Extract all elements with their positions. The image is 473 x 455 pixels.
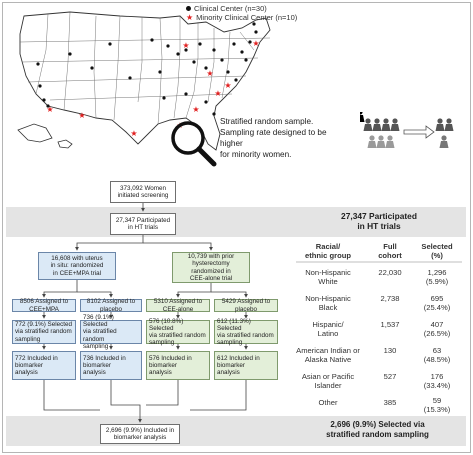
participated-box: 27,347 Participated in HT trials — [110, 213, 176, 235]
svg-text:★: ★ — [192, 105, 199, 114]
clinical-center-markers — [36, 22, 258, 116]
row-group: Other — [318, 398, 338, 407]
row-full: 527 — [383, 372, 397, 381]
row-selected: 1,296 (5.9%) — [425, 268, 449, 286]
row-selected: 59 (15.3%) — [423, 396, 451, 414]
svg-text:★: ★ — [224, 81, 231, 90]
svg-text:★: ★ — [130, 129, 137, 138]
svg-text:★: ★ — [182, 41, 189, 50]
row-selected: 695 (25.4%) — [423, 294, 451, 312]
selected-1-box: 772 (9.1%) Selected via stratified random… — [12, 320, 76, 344]
biomarker-4-box: 612 Included in biomarker analysis — [214, 351, 278, 380]
assigned-cee-mpa-box: 8506 Assigned to CEE+MPA — [12, 298, 76, 313]
magnifying-glass-icon — [171, 121, 217, 167]
hysterectomy-box: 10,739 with prior hysterectomy randomized … — [172, 252, 250, 283]
svg-text:★: ★ — [214, 89, 221, 98]
biomarker-3-box: 576 Included in biomarker analysis — [146, 351, 210, 380]
table-title: 27,347 Participated in HT trials — [341, 211, 417, 231]
sampling-note: Stratified random sample. Sampling rate … — [220, 117, 327, 159]
row-full: 130 — [383, 346, 397, 355]
screening-box: 373,092 Women initiated screening — [110, 181, 176, 203]
map-legend: Clinical Center (n=30) ★ Minority Clinica… — [186, 4, 297, 22]
table-panel — [288, 237, 466, 416]
header-full: Full cohort — [378, 242, 402, 260]
table-footer: 2,696 (9.9%) Selected via stratified ran… — [326, 420, 429, 439]
row-selected: 63 (48.5%) — [423, 346, 451, 364]
selected-4-box: 612 (11.3%) Selected via stratified rando… — [214, 318, 278, 346]
biomarker-1-box: 772 Included in biomarker analysis — [12, 351, 76, 380]
row-full: 385 — [383, 398, 397, 407]
legend-clinical: Clinical Center (n=30) — [186, 4, 297, 13]
header-group: Racial/ethnic group — [305, 242, 351, 260]
row-full: 22,030 — [378, 268, 402, 277]
row-group: Asian or Pacific Islander — [301, 372, 355, 390]
assigned-cee-alone-box: 5310 Assigned to CEE-alone — [146, 298, 210, 313]
row-group: Non-Hispanic White — [305, 268, 351, 286]
biomarker-2-box: 736 Included in biomarker analysis — [80, 351, 142, 380]
people-group-icon — [360, 112, 454, 148]
star-icon: ★ — [186, 12, 194, 22]
assigned-placebo-1-box: 8102 Assigned to placebo — [80, 298, 142, 313]
band-bottom — [6, 416, 466, 446]
selected-3-box: 576 (10.8%) Selected via stratified rando… — [146, 318, 210, 346]
row-full: 1,537 — [380, 320, 400, 329]
svg-text:★: ★ — [78, 111, 85, 120]
band-top — [6, 207, 466, 237]
row-group: American Indian or Alaska Native — [296, 346, 360, 364]
dot-icon — [186, 6, 191, 11]
assigned-placebo-2-box: 5429 Assigned to placebo — [214, 298, 278, 313]
legend-minority: ★ Minority Clinical Center (n=10) — [186, 12, 298, 22]
uterus-box: 16,608 with uterus in situ: randomized in … — [38, 252, 116, 280]
us-map: ★★★ ★★★ ★★★ ★ — [17, 11, 271, 151]
svg-text:★: ★ — [206, 69, 213, 78]
row-group: Non-Hispanic Black — [305, 294, 351, 312]
final-biomarker-box: 2,696 (9.9%) Included in biomarker analys… — [100, 424, 180, 444]
svg-text:★: ★ — [252, 39, 259, 48]
row-selected: 176 (33.4%) — [423, 372, 451, 390]
selected-2-box: 736 (9.1%) Selected via stratified random… — [80, 314, 142, 350]
row-full: 2,738 — [380, 294, 400, 303]
svg-text:★: ★ — [46, 105, 53, 114]
row-group: Hispanic/Latino — [312, 320, 344, 338]
header-selected: Selected (%) — [421, 242, 453, 260]
row-selected: 407 (26.5%) — [423, 320, 451, 338]
